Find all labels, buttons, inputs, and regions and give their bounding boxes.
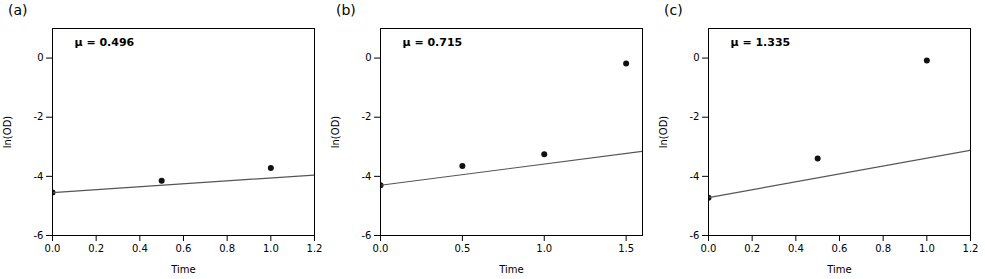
svg-text:1.2: 1.2: [963, 243, 979, 254]
svg-text:0.5: 0.5: [454, 243, 470, 254]
html-text:(b): (b): [336, 2, 356, 18]
svg-text:0.6: 0.6: [176, 243, 192, 254]
svg-text:0: 0: [693, 52, 699, 63]
svg-text:ln(OD): ln(OD): [330, 116, 341, 149]
svg-text:-6: -6: [690, 230, 700, 241]
svg-text:0.2: 0.2: [744, 243, 760, 254]
svg-text:0.0: 0.0: [701, 243, 717, 254]
svg-text:0.2: 0.2: [88, 243, 104, 254]
svg-text:Time: Time: [498, 264, 523, 275]
svg-text:0.6: 0.6: [832, 243, 848, 254]
svg-text:-4: -4: [362, 171, 372, 182]
svg-text:1.0: 1.0: [536, 243, 552, 254]
svg-text:ln(OD): ln(OD): [2, 116, 13, 149]
svg-text:1.5: 1.5: [618, 243, 634, 254]
svg-text:μ = 1.335: μ = 1.335: [731, 36, 791, 49]
svg-text:μ = 0.715: μ = 0.715: [403, 36, 463, 49]
svg-text:1.0: 1.0: [263, 243, 279, 254]
svg-text:-6: -6: [362, 230, 372, 241]
svg-text:Time: Time: [170, 264, 195, 275]
svg-text:μ = 0.496: μ = 0.496: [75, 36, 135, 49]
svg-text:0: 0: [37, 52, 43, 63]
svg-text:0.0: 0.0: [373, 243, 389, 254]
html-text:(c): (c): [664, 2, 683, 18]
svg-text:1.2: 1.2: [307, 243, 323, 254]
svg-text:1.0: 1.0: [919, 243, 935, 254]
svg-text:ln(OD): ln(OD): [658, 116, 669, 149]
svg-text:-4: -4: [34, 171, 44, 182]
svg-text:0.8: 0.8: [875, 243, 891, 254]
svg-text:-2: -2: [362, 111, 372, 122]
svg-text:-6: -6: [34, 230, 44, 241]
svg-text:-4: -4: [690, 171, 700, 182]
svg-text:-2: -2: [690, 111, 700, 122]
html-text:(a): (a): [8, 2, 28, 18]
svg-text:0: 0: [365, 52, 371, 63]
svg-text:0.4: 0.4: [132, 243, 148, 254]
svg-text:-2: -2: [34, 111, 44, 122]
svg-text:0.8: 0.8: [219, 243, 235, 254]
svg-text:0.4: 0.4: [788, 243, 804, 254]
svg-text:Time: Time: [826, 264, 851, 275]
svg-text:0.0: 0.0: [45, 243, 61, 254]
